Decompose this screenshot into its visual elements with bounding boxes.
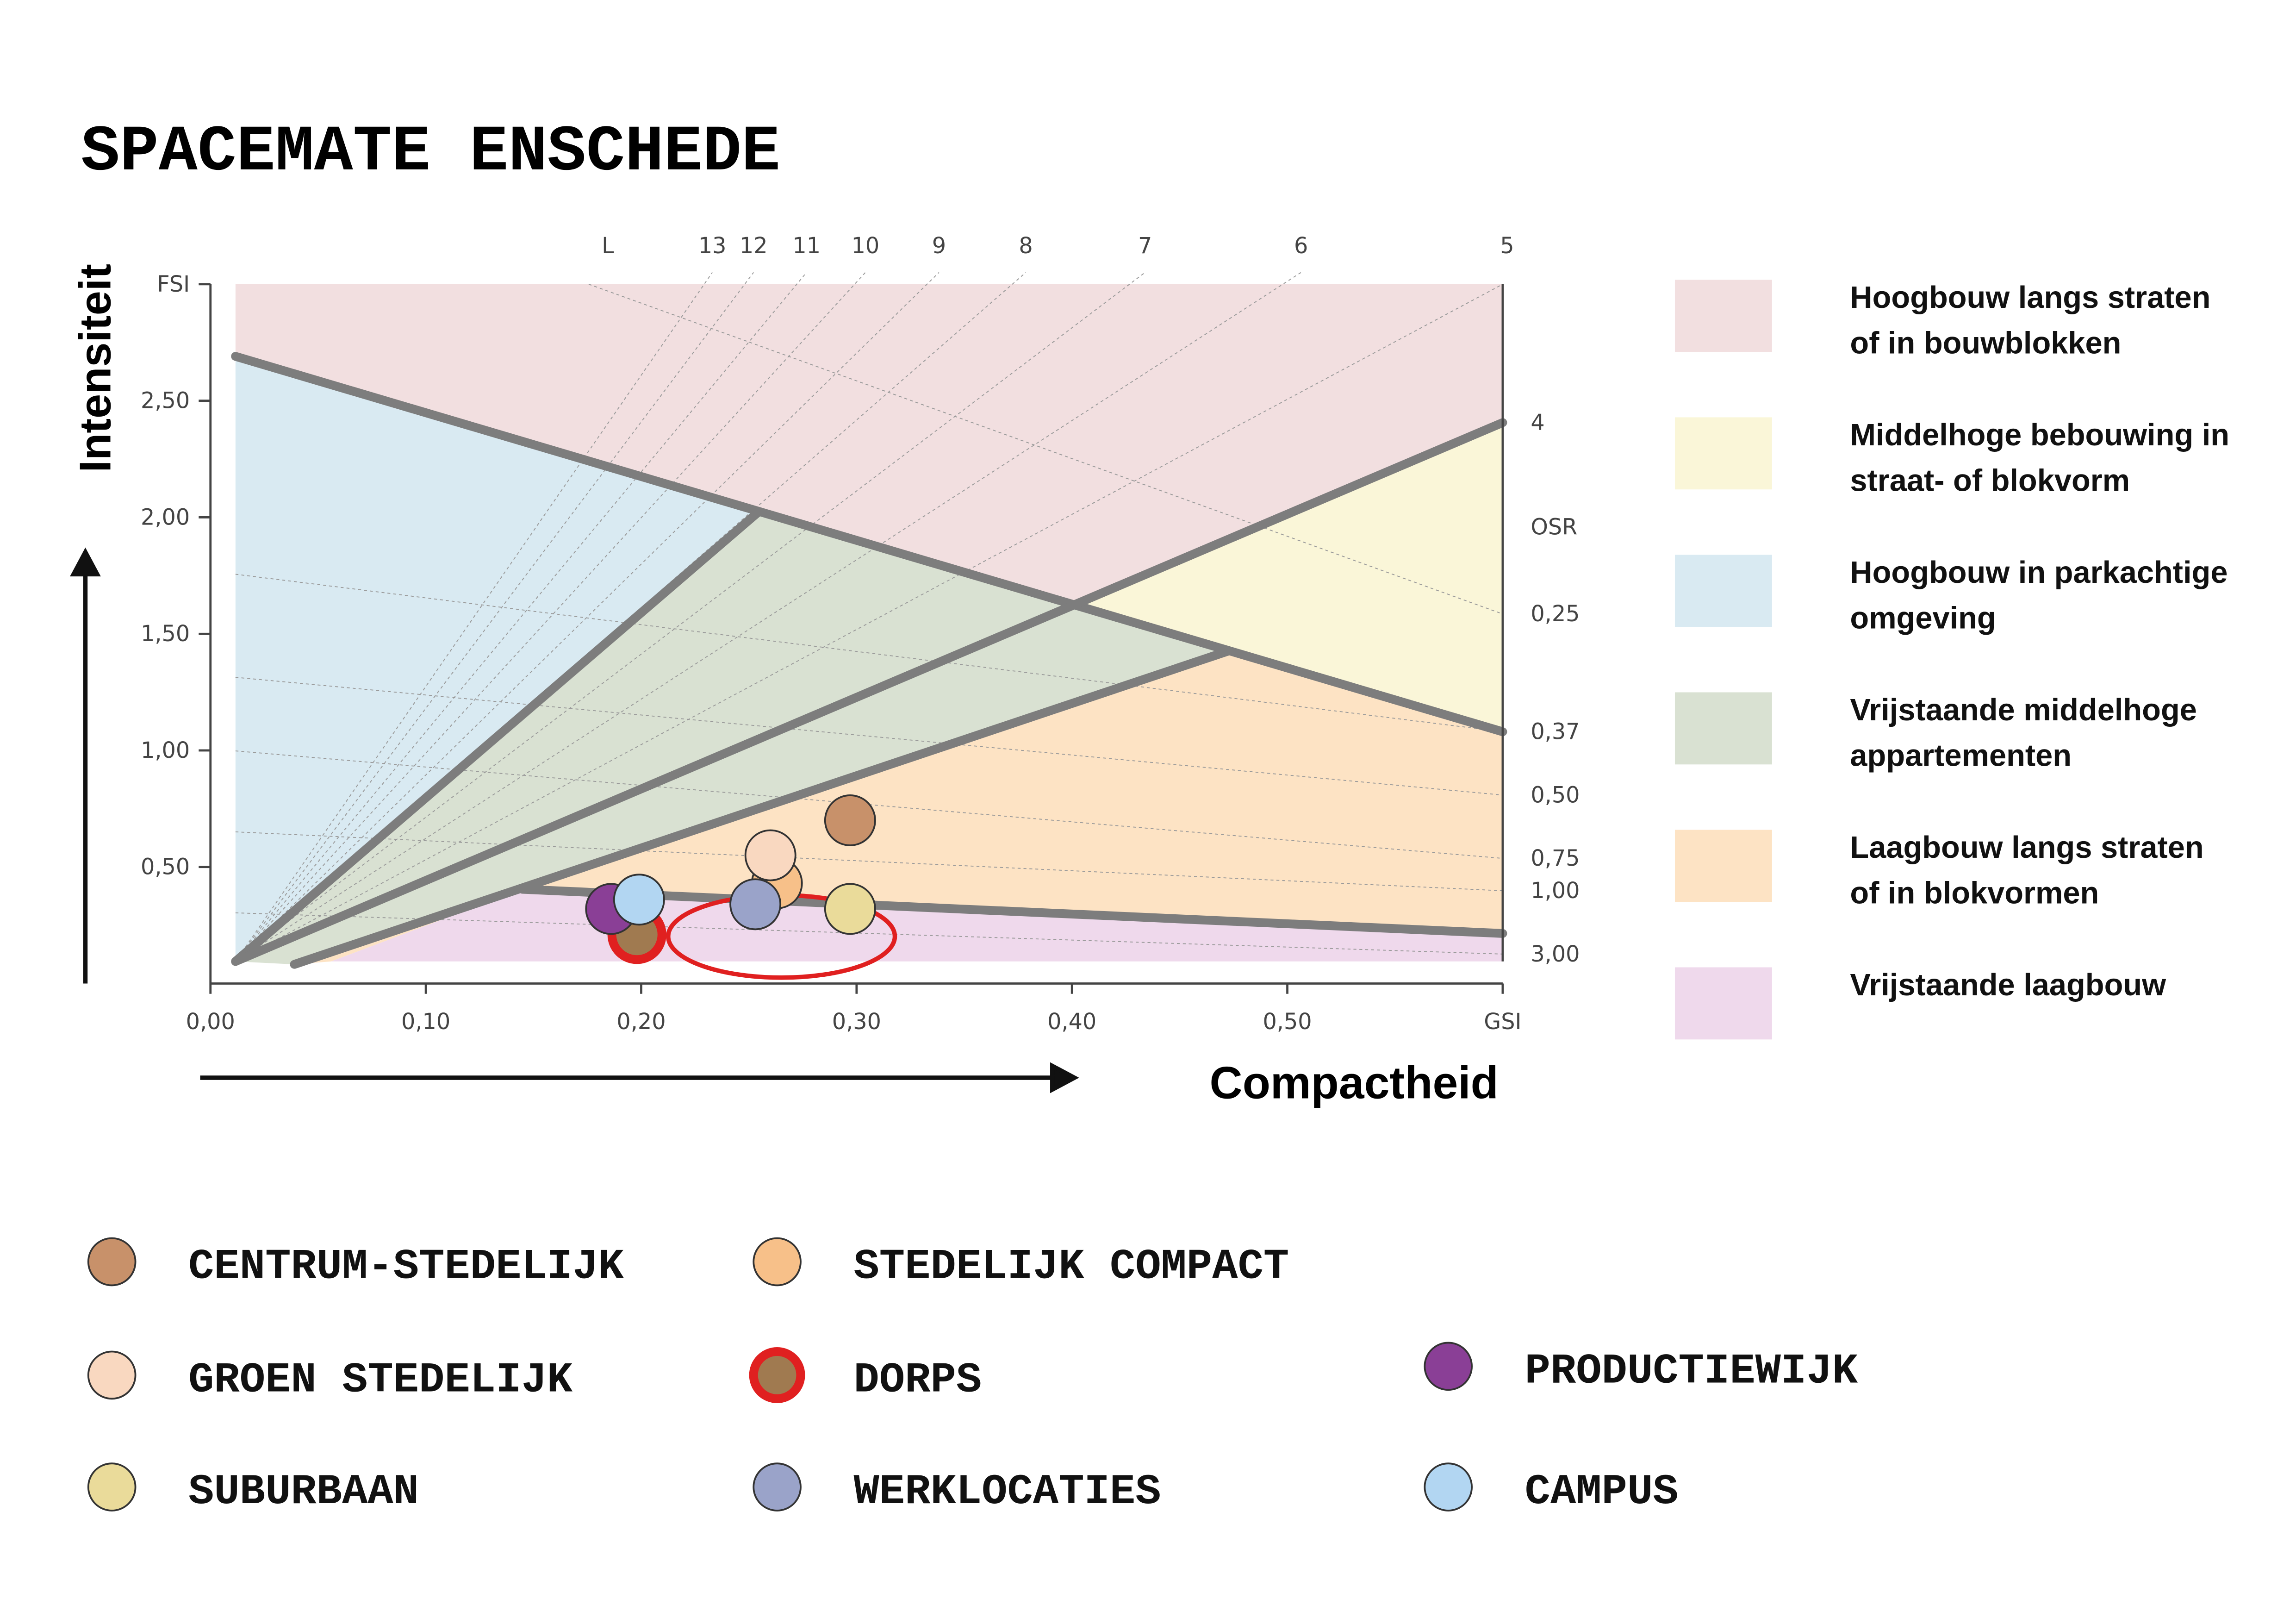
- zone-label: omgeving: [1850, 601, 1996, 635]
- y-tick-label: 2,00: [141, 505, 190, 530]
- legend-label: CENTRUM-STEDELIJK: [188, 1243, 624, 1291]
- legend-marker: [749, 1347, 805, 1403]
- y-tick-label: 0,50: [141, 855, 190, 880]
- top-label: 12: [740, 233, 768, 259]
- legend-label: GROEN STEDELIJK: [188, 1355, 573, 1404]
- legend-marker: [753, 1237, 802, 1287]
- zone-swatch: [1674, 692, 1772, 765]
- zone-label: Vrijstaande middelhoge: [1850, 693, 2196, 727]
- x-tick-label: 0,50: [1263, 1009, 1312, 1035]
- zone: [294, 650, 1503, 965]
- zone-boundaries: [231, 352, 1507, 969]
- zone-label: straat- of blokvorm: [1850, 463, 2130, 498]
- top-label: 10: [852, 233, 880, 259]
- x-tick-label: 0,20: [616, 1009, 666, 1035]
- right-label: 0,25: [1531, 601, 1580, 627]
- legend-label: PRODUCTIEWIJK: [1525, 1347, 1858, 1395]
- top-label: 13: [698, 233, 727, 259]
- zone-label: Middelhoge bebouwing in: [1850, 418, 2229, 452]
- zone-label: Hoogbouw in parkachtige: [1850, 556, 2228, 590]
- top-label: 9: [932, 233, 946, 259]
- y-axis-label: Intensiteit: [71, 264, 120, 473]
- zone-label: of in bouwblokken: [1850, 326, 2121, 360]
- x-tick-label: GSI: [1484, 1009, 1521, 1035]
- right-label: 0,37: [1531, 719, 1580, 745]
- legend-label: SUBURBAAN: [188, 1468, 419, 1516]
- zone-label: Hoogbouw langs straten: [1850, 281, 2210, 315]
- chart-title: SPACEMATE ENSCHEDE: [81, 116, 780, 189]
- right-label: 4: [1531, 410, 1544, 436]
- legend-label: CAMPUS: [1525, 1468, 1679, 1516]
- legend-label: WERKLOCATIES: [853, 1468, 1161, 1516]
- guide-lines: [235, 272, 1503, 962]
- legend-label: STEDELIJK COMPACT: [853, 1243, 1289, 1291]
- point: [729, 878, 782, 931]
- series-legend: CENTRUM-STEDELIJK STEDELIJK COMPACT GROEN …: [87, 1237, 1858, 1516]
- points: [585, 794, 876, 964]
- x-tick-label: 0,00: [186, 1009, 235, 1035]
- x-tick-label: 0,10: [401, 1009, 450, 1035]
- zone-swatch: [1674, 417, 1772, 490]
- x-axis-label: Compactheid: [1210, 1057, 1499, 1108]
- right-label: OSR: [1531, 515, 1577, 540]
- zone-label: appartementen: [1850, 738, 2072, 773]
- y-tick-label: 1,00: [141, 738, 190, 763]
- zone: [235, 284, 1503, 604]
- zone-label: Laagbouw langs straten: [1850, 831, 2203, 865]
- top-label: 11: [792, 233, 821, 259]
- point: [744, 829, 796, 881]
- right-label: 3,00: [1531, 942, 1580, 967]
- legend-marker: [87, 1237, 137, 1287]
- top-label: L: [602, 233, 614, 259]
- legend-marker: [1424, 1462, 1473, 1512]
- zone-swatch: [1674, 830, 1772, 902]
- zone-swatch: [1674, 967, 1772, 1040]
- right-label: 1,00: [1531, 878, 1580, 904]
- legend-marker: [87, 1350, 137, 1400]
- x-tick-label: 0,30: [832, 1009, 881, 1035]
- right-label: 0,75: [1531, 846, 1580, 871]
- zone-label: Vrijstaande laagbouw: [1850, 968, 2166, 1002]
- right-label: 0,50: [1531, 782, 1580, 808]
- arrows: [70, 547, 1079, 1093]
- zone-swatch: [1674, 280, 1772, 352]
- zone-legend: Hoogbouw langs straten of in bouwblokken M…: [1674, 280, 2229, 1040]
- top-label: 6: [1294, 233, 1308, 259]
- y-tick-label: 2,50: [141, 388, 190, 414]
- top-label: 7: [1138, 233, 1152, 259]
- y-tick-label: 1,50: [141, 621, 190, 647]
- legend-marker: [87, 1462, 137, 1512]
- zone: [1082, 422, 1503, 732]
- y-tick-label: FSI: [157, 272, 190, 297]
- point: [824, 883, 876, 935]
- ticks: 0,00 0,10 0,20 0,30 0,40 0,50 GSI 0,50 1,00 1,50 2…: [141, 272, 1522, 1035]
- zone: [235, 356, 758, 962]
- zone-label: of in blokvormen: [1850, 876, 2099, 910]
- top-label: 5: [1500, 233, 1514, 259]
- legend-marker: [753, 1462, 802, 1512]
- legend-marker: [1424, 1342, 1473, 1391]
- point: [613, 874, 665, 926]
- x-tick-label: 0,40: [1047, 1009, 1096, 1035]
- right-labels: 4 OSR 0,25 0,37 0,50 0,75 1,00 3,00: [1531, 410, 1580, 967]
- legend-label: DORPS: [853, 1355, 982, 1404]
- zone-swatch: [1674, 555, 1772, 627]
- top-labels: L 13 12 11 10 9 8 7 6 5: [602, 233, 1514, 259]
- point: [824, 794, 876, 846]
- top-label: 8: [1019, 233, 1033, 259]
